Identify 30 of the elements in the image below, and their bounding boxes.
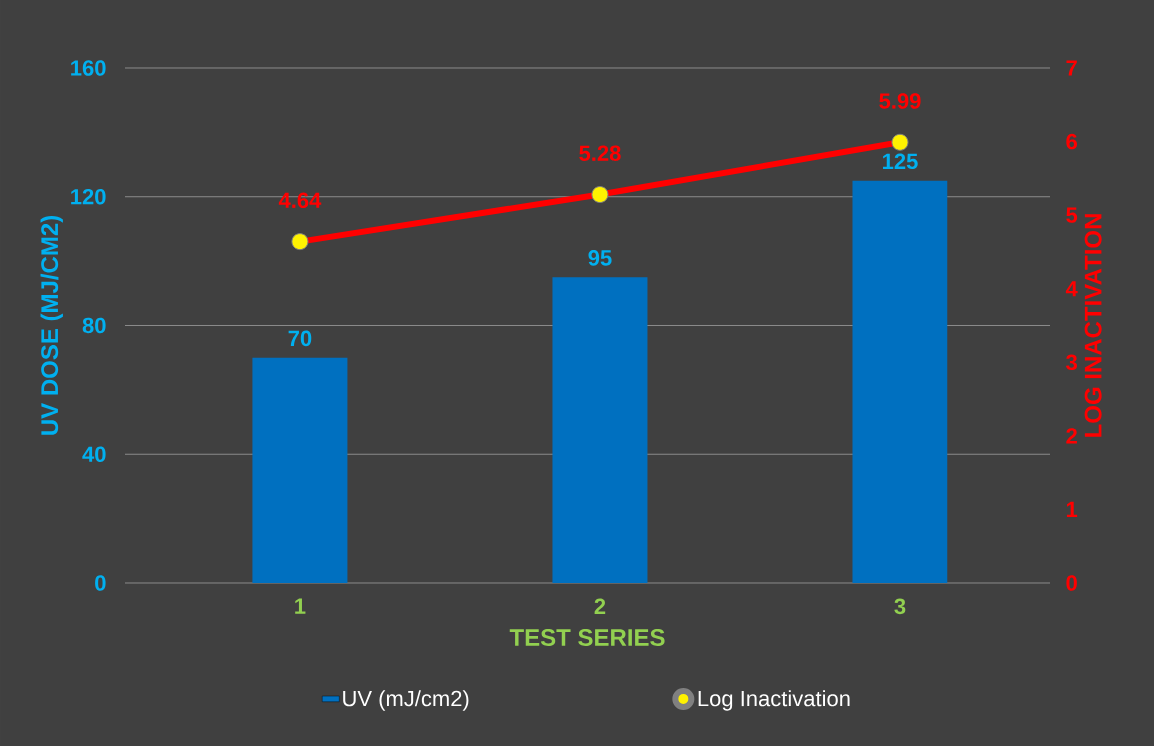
bar: [852, 180, 948, 583]
y2-tick-label: 3: [1066, 354, 1077, 371]
y2-tick-label: 7: [1066, 60, 1077, 76]
data-label: 5.28: [579, 145, 621, 162]
legend-label: UV (mJ/cm2): [343, 690, 469, 711]
y2-axis-title: LOG INACTIVATION: [1084, 214, 1102, 437]
legend-label: Log Inactivation: [698, 690, 850, 711]
y2-tick-label: 1: [1066, 501, 1078, 517]
y-axis-title: UV DOSE (MJ/CM2): [40, 216, 63, 435]
y2-tick-label: 5: [1066, 207, 1078, 223]
y2-tick-label: 0: [1066, 575, 1077, 591]
data-label: 125: [883, 153, 918, 170]
data-label: 70: [288, 330, 312, 347]
data-label: 95: [588, 250, 612, 266]
y-tick-label: 40: [82, 446, 106, 463]
y-tick-label: 80: [82, 317, 106, 334]
y2-tick-label: 2: [1066, 428, 1077, 444]
x-axis-title: TEST SERIES: [509, 629, 665, 646]
data-label: 5.99: [879, 93, 921, 109]
data-label: 4.64: [278, 192, 322, 209]
x-tick-label: 1: [295, 598, 306, 614]
y-tick-label: 160: [71, 60, 106, 76]
y2-tick-label: 6: [1066, 133, 1077, 150]
x-tick-label: 3: [894, 598, 906, 615]
bar: [552, 277, 648, 583]
y2-tick-label: 4: [1065, 281, 1078, 297]
bar: [252, 357, 348, 583]
x-tick-label: 2: [594, 598, 606, 614]
y-tick-label: 120: [71, 188, 106, 205]
y-tick-label: 0: [95, 575, 106, 591]
